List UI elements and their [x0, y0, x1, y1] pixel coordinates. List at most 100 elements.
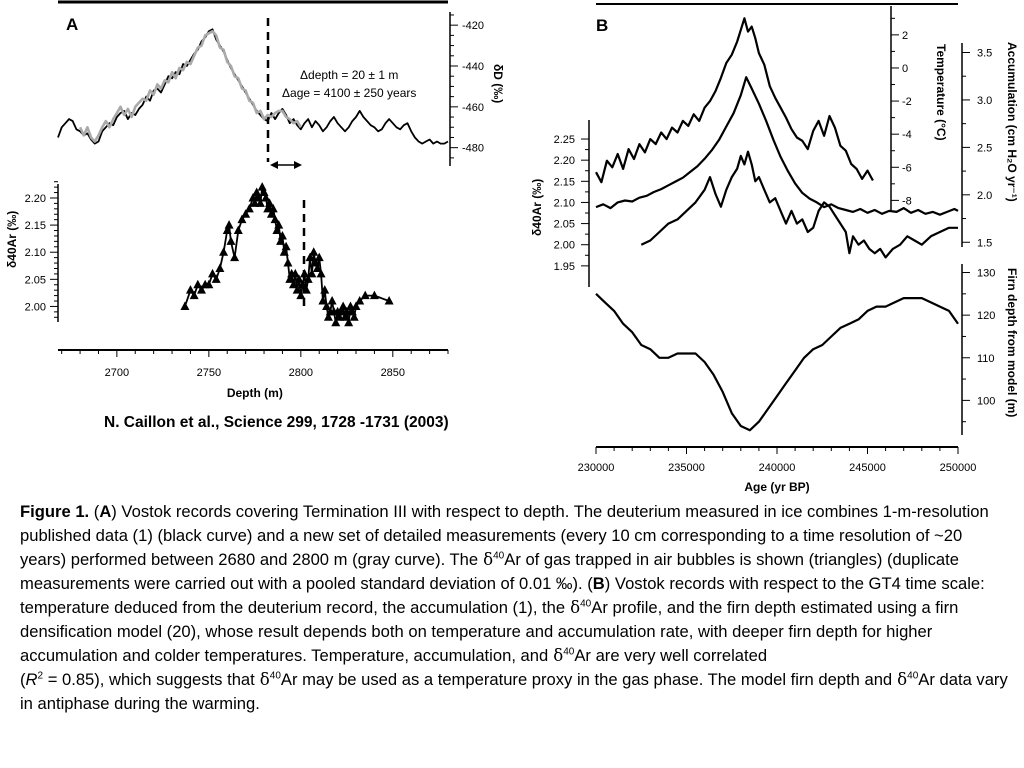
data-point-triangle [355, 296, 365, 305]
data-point-triangle [224, 220, 234, 229]
caption-delta-symbol: δ [483, 550, 494, 569]
data-point-triangle [305, 252, 315, 262]
accumulation-tick-label: 3.0 [977, 95, 992, 107]
series-accumulation [595, 76, 959, 216]
caption-r-symbol: R [25, 670, 38, 689]
data-point-triangle [292, 285, 302, 294]
caption-delta-symbol: δ [570, 598, 581, 617]
caption-superscript-40: 40 [493, 550, 505, 562]
ar-tick-label: 2.20 [25, 193, 46, 205]
series-temperature [595, 17, 874, 184]
x-tick-label: 240000 [759, 462, 796, 474]
ar-tick-label: 2.15 [25, 220, 46, 232]
data-point-triangle [189, 290, 199, 300]
series-ar [640, 150, 958, 259]
data-point-triangle [219, 247, 229, 256]
data-point-triangle [331, 317, 341, 327]
data-point-triangle [307, 268, 317, 278]
panel-b: B 230000 235000 240000 245000 250000 Age (yr … [530, 3, 1019, 494]
caption-text: ( [93, 502, 100, 521]
accumulation-tick-label: 1.5 [977, 237, 992, 249]
panel-b-accumulation-axis-title: Accumulation (cm H₂O yr⁻¹) [1005, 42, 1019, 202]
caption-text: Ar of gas trapped in air bubbles is show… [20, 550, 959, 593]
data-point-triangle [230, 252, 240, 262]
data-point-triangle [208, 268, 218, 278]
panel-b-axes: 230000 235000 240000 245000 250000 Age (yr BP… [530, 6, 1019, 494]
data-point-triangle [360, 290, 370, 300]
temperature-tick-label: 2 [902, 30, 908, 42]
data-point-triangle [296, 290, 306, 300]
firn-depth-tick-label: 120 [977, 310, 995, 322]
ar-tick-label: 2.10 [25, 247, 46, 259]
dD-tick-label: -420 [462, 20, 484, 32]
data-point-triangle [294, 274, 304, 283]
data-point-triangle [193, 279, 203, 289]
data-point-triangle [272, 225, 282, 235]
caption-superscript-2: 2 [37, 670, 44, 682]
panel-b-label: B [596, 16, 608, 35]
data-point-triangle [318, 296, 328, 305]
data-point-triangle [351, 301, 361, 310]
panel-b-plot [595, 17, 959, 432]
delta-age-annotation: Δage = 4100 ± 250 years [282, 86, 416, 100]
data-point-triangle [316, 268, 326, 278]
temperature-tick-label: -6 [902, 162, 912, 174]
x-tick-label: 2750 [197, 367, 221, 379]
data-point-triangle [274, 220, 284, 229]
dD-tick-label: -480 [462, 143, 484, 155]
caption-text: ) Vostok records covering Termination II… [20, 502, 989, 569]
dD-tick-label: -460 [462, 102, 484, 114]
data-point-triangle [349, 312, 359, 321]
x-tick-label: 2850 [381, 367, 405, 379]
ar-tick-label: 2.25 [554, 134, 575, 146]
caption-text: = 0.85), which suggests that [43, 670, 255, 689]
caption-text: Ar profile, and the firn depth estimated… [20, 598, 959, 665]
data-point-triangle [277, 230, 287, 240]
figure-caption: Figure 1. (A) Vostok records covering Te… [20, 500, 1012, 716]
data-point-triangle [185, 285, 195, 294]
ar-tick-label: 2.05 [554, 219, 575, 231]
data-point-triangle [290, 268, 300, 278]
data-point-triangle [265, 198, 275, 207]
data-point-triangle [298, 279, 308, 289]
caption-text: ( [20, 670, 26, 689]
caption-panel-a-ref: A [99, 502, 112, 521]
caption-delta-symbol: δ [553, 646, 564, 665]
data-point-triangle [309, 247, 319, 256]
firn-depth-tick-label: 110 [977, 353, 995, 365]
data-point-triangle [180, 301, 190, 310]
caption-superscript-40: 40 [269, 670, 281, 682]
data-point-triangle [320, 285, 330, 294]
data-point-triangle [244, 203, 254, 213]
panel-a-dD-axis-title: δD (‰) [491, 64, 505, 103]
firn-depth-tick-label: 130 [977, 268, 995, 280]
dD-tick-label: -440 [462, 61, 484, 73]
data-point-triangle [312, 263, 322, 272]
data-point-triangle [288, 279, 298, 289]
ar-tick-label: 2.20 [554, 155, 575, 167]
panel-b-ar-axis-title: δ40Ar (‰) [530, 179, 544, 236]
data-point-triangle [344, 317, 354, 327]
caption-superscript-40: 40 [907, 670, 919, 682]
data-point-triangle [300, 268, 310, 278]
data-point-triangle [211, 274, 221, 283]
accumulation-tick-label: 2.0 [977, 190, 992, 202]
panel-b-x-axis-title: Age (yr BP) [744, 480, 809, 494]
data-point-triangle [204, 279, 214, 289]
figure: A Δdepth = 20 ± 1 m Δage = 4100 ± 250 ye… [5, 0, 1019, 494]
data-point-triangle [233, 225, 243, 235]
data-point-triangle [323, 312, 333, 321]
firn-depth-tick-label: 100 [977, 395, 995, 407]
data-point-triangle [340, 312, 350, 321]
ar-tick-label: 1.95 [554, 261, 575, 273]
caption-superscript-40: 40 [580, 598, 592, 610]
data-point-triangle [241, 209, 251, 218]
data-point-triangle [322, 301, 332, 310]
citation: N. Caillon et al., Science 299, 1728 -17… [104, 414, 449, 431]
data-point-triangle [222, 225, 232, 235]
panel-b-temperature-axis-title: Temperature (°C) [934, 44, 948, 141]
caption-delta-symbol: δ [897, 670, 908, 689]
panel-a-ar-axis-title: δ40Ar (‰) [5, 211, 19, 268]
series-firn_depth [595, 293, 959, 432]
data-point-triangle [226, 236, 236, 245]
